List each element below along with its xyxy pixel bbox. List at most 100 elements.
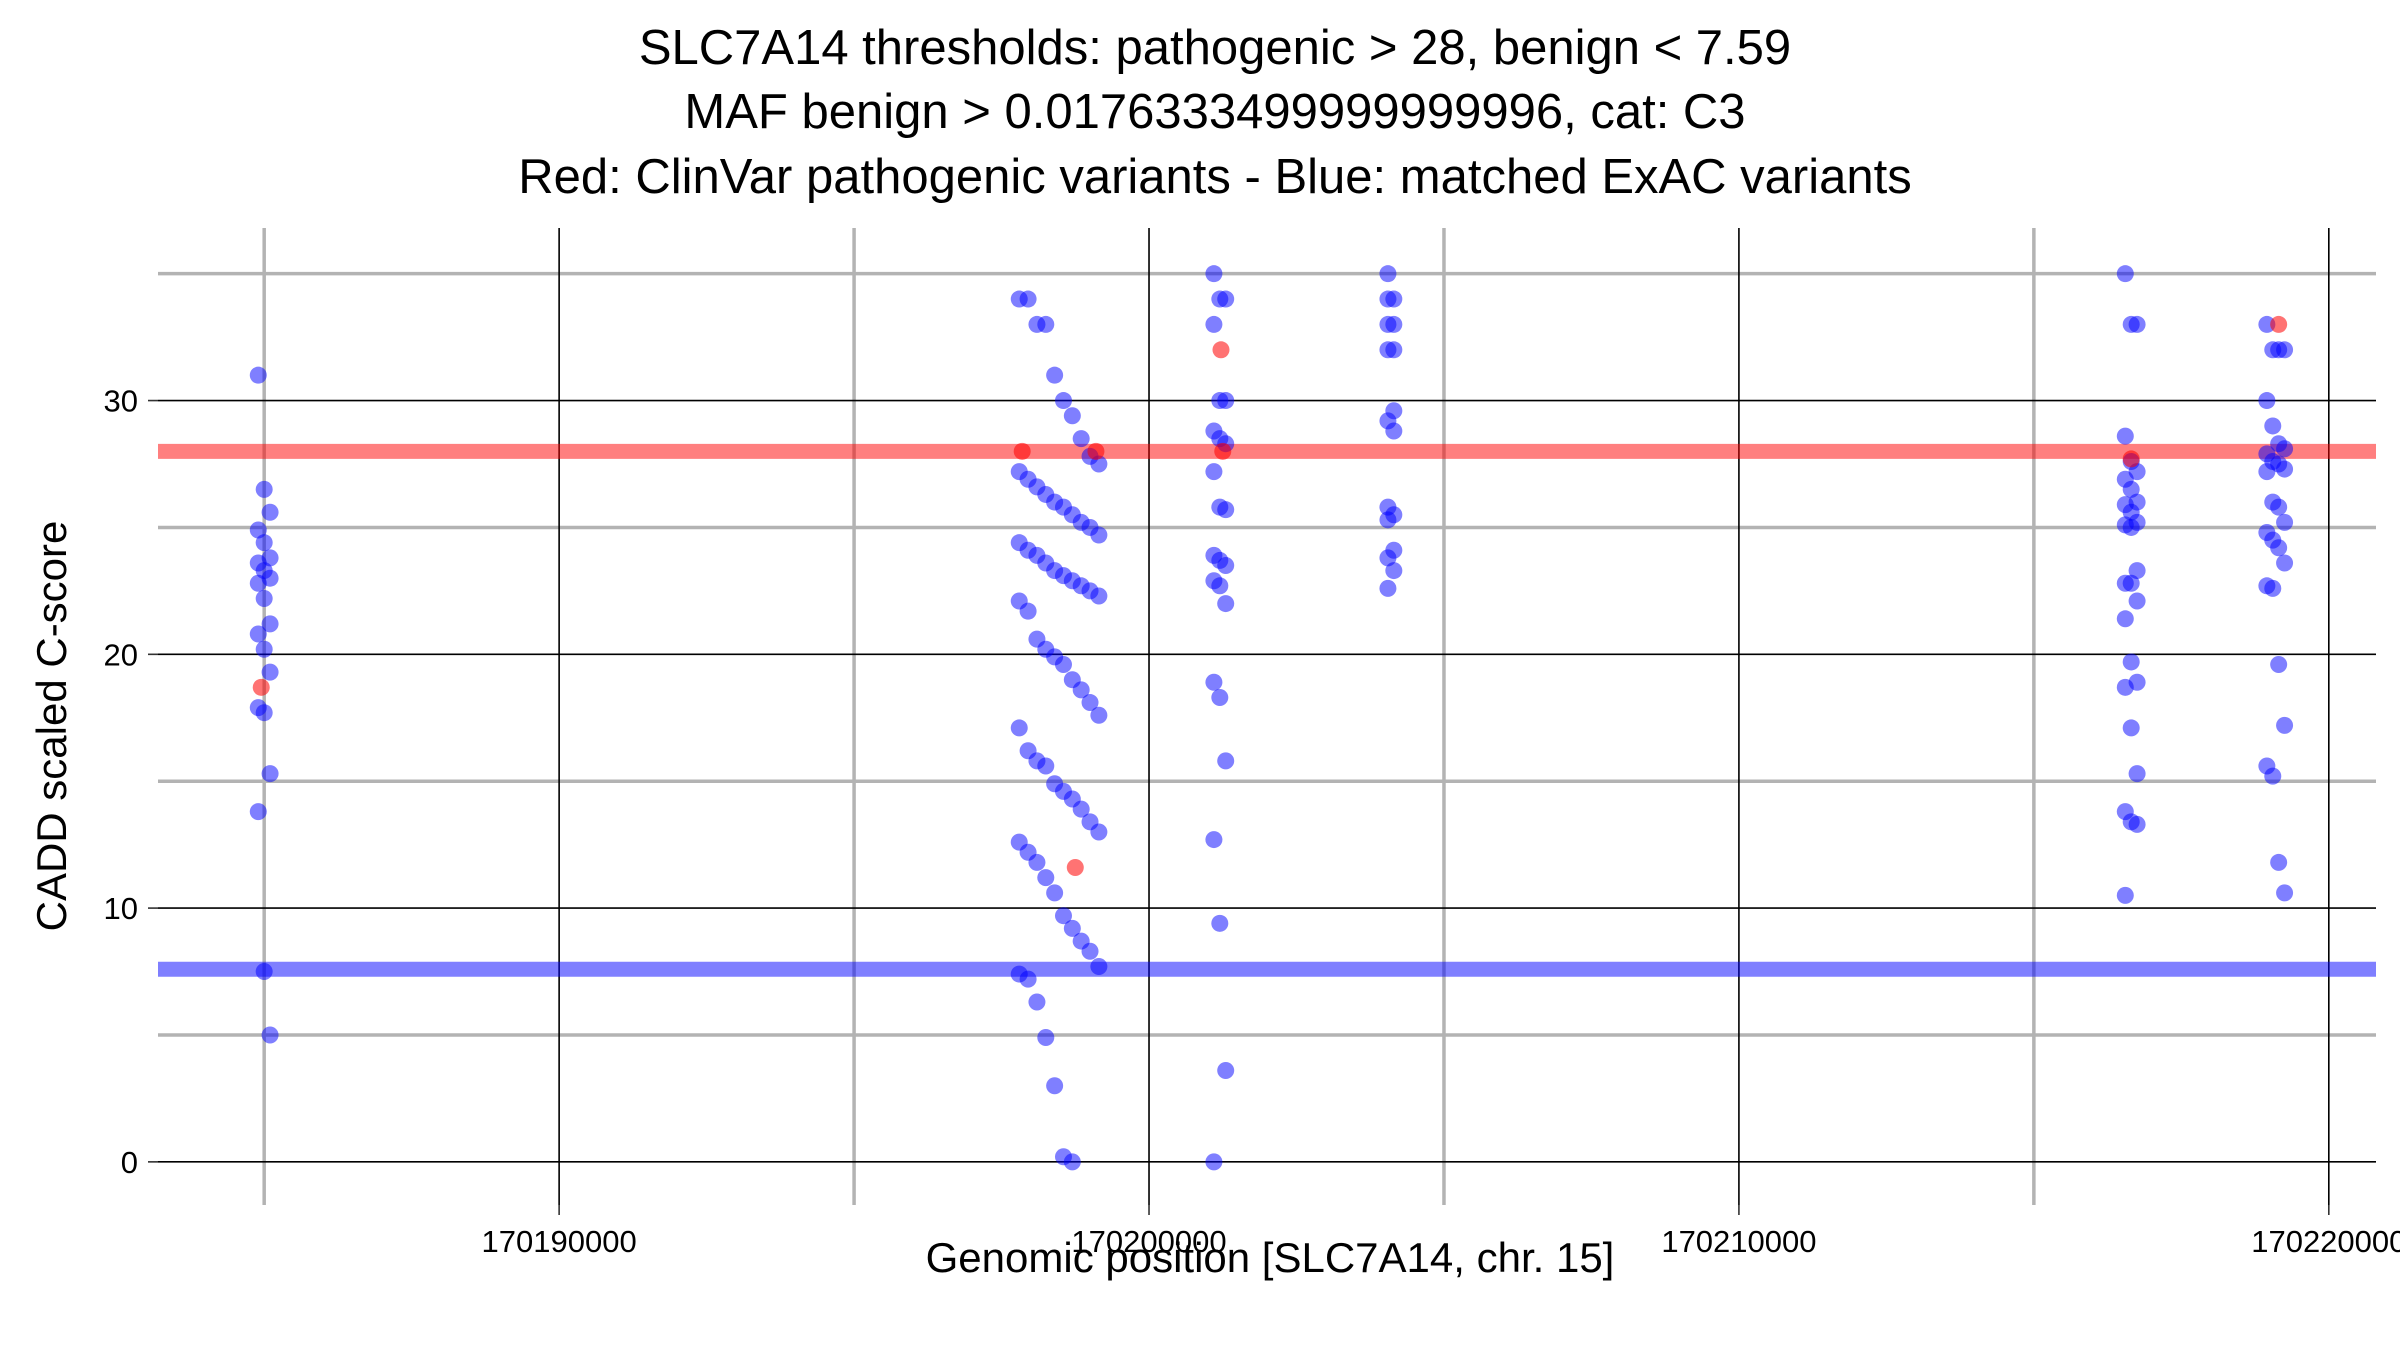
exac-variant-point-132 bbox=[2128, 315, 2146, 333]
y-tick-label-30: 30 bbox=[104, 384, 138, 419]
exac-variant-point-169 bbox=[2276, 460, 2294, 478]
exac-variant-point-148 bbox=[2116, 610, 2134, 628]
exac-variant-point-61 bbox=[1010, 719, 1028, 737]
x-tick-label-170210000: 170210000 bbox=[1661, 1224, 1816, 1259]
exac-variant-point-117 bbox=[1379, 315, 1397, 333]
x-tick-labels: 170190000 170200000 170210000 170220000 bbox=[482, 1205, 2400, 1259]
exac-variant-point-75 bbox=[1046, 884, 1064, 902]
exac-variant-point-24 bbox=[1037, 315, 1055, 333]
exac-variant-point-79 bbox=[1081, 942, 1099, 960]
grid-lines bbox=[158, 228, 2376, 1205]
exac-variant-point-80 bbox=[1090, 957, 1108, 975]
exac-variant-point-129 bbox=[1379, 579, 1397, 597]
exac-variant-point-91 bbox=[1205, 315, 1223, 333]
exac-variant-point-161 bbox=[2276, 341, 2294, 359]
y-axis-title: CADD scaled C-score bbox=[28, 521, 75, 932]
exac-variant-point-50 bbox=[1090, 587, 1108, 605]
exac-variant-point-1 bbox=[255, 480, 273, 498]
exac-variant-point-177 bbox=[2276, 554, 2294, 572]
exac-variant-point-12 bbox=[249, 625, 267, 643]
exac-variant-point-56 bbox=[1054, 655, 1072, 673]
exac-variant-point-111 bbox=[1217, 1062, 1235, 1080]
exac-variant-point-22 bbox=[1019, 290, 1037, 308]
exac-variant-point-70 bbox=[1090, 823, 1108, 841]
exac-variant-point-113 bbox=[1379, 265, 1397, 283]
clinvar-variant-point-1 bbox=[1013, 442, 1031, 460]
exac-variant-point-74 bbox=[1037, 869, 1055, 887]
exac-variant-point-122 bbox=[1385, 422, 1403, 440]
y-tick-label-0: 0 bbox=[121, 1145, 138, 1180]
x-tick-label-170190000: 170190000 bbox=[482, 1224, 637, 1259]
exac-variant-point-13 bbox=[255, 640, 273, 658]
exac-variant-point-104 bbox=[1211, 577, 1229, 595]
y-tick-label-20: 20 bbox=[104, 637, 138, 672]
exac-variant-point-102 bbox=[1217, 557, 1235, 575]
exac-variant-point-19 bbox=[255, 963, 273, 981]
exac-variant-point-127 bbox=[1379, 549, 1397, 567]
exac-variant-point-176 bbox=[2270, 539, 2288, 557]
exac-variant-point-107 bbox=[1211, 688, 1229, 706]
exac-variant-point-99 bbox=[1217, 501, 1235, 519]
exac-variant-point-149 bbox=[2122, 653, 2140, 671]
exac-variant-point-84 bbox=[1037, 1029, 1055, 1047]
chart-title: SLC7A14 thresholds: pathogenic > 28, ben… bbox=[518, 21, 1912, 204]
clinvar-variant-point-5 bbox=[1214, 442, 1232, 460]
exac-variant-point-106 bbox=[1205, 673, 1223, 691]
title-line-3: Red: ClinVar pathogenic variants - Blue:… bbox=[518, 150, 1912, 204]
exac-variant-point-40 bbox=[1090, 526, 1108, 544]
exac-variant-point-87 bbox=[1063, 1153, 1081, 1171]
exac-variant-point-157 bbox=[2116, 886, 2134, 904]
exac-variant-point-109 bbox=[1205, 831, 1223, 849]
exac-variant-point-4 bbox=[255, 534, 273, 552]
clinvar-variant-point-0 bbox=[252, 678, 270, 696]
exac-variant-point-172 bbox=[2270, 498, 2288, 516]
exac-variant-point-180 bbox=[2270, 655, 2288, 673]
exac-variant-point-147 bbox=[2128, 592, 2146, 610]
exac-variant-point-28 bbox=[1072, 430, 1090, 448]
exac-variant-point-93 bbox=[1217, 392, 1235, 410]
exac-variant-point-181 bbox=[2276, 716, 2294, 734]
data-points bbox=[249, 265, 2294, 1171]
exac-variant-point-60 bbox=[1090, 706, 1108, 724]
exac-variant-point-25 bbox=[1046, 366, 1064, 384]
exac-variant-point-146 bbox=[2122, 574, 2140, 592]
exac-variant-point-137 bbox=[2122, 480, 2140, 498]
exac-variant-point-170 bbox=[2258, 463, 2276, 481]
exac-variant-point-163 bbox=[2264, 417, 2282, 435]
exac-variant-point-184 bbox=[2270, 853, 2288, 871]
exac-variant-point-73 bbox=[1028, 853, 1046, 871]
exac-variant-point-16 bbox=[255, 704, 273, 722]
exac-variant-point-162 bbox=[2258, 392, 2276, 410]
exac-variant-point-83 bbox=[1028, 993, 1046, 1011]
exac-variant-point-165 bbox=[2276, 440, 2294, 458]
exac-variant-point-59 bbox=[1081, 694, 1099, 712]
exac-variant-point-115 bbox=[1379, 290, 1397, 308]
exac-variant-point-90 bbox=[1217, 290, 1235, 308]
clinvar-variant-point-6 bbox=[2122, 450, 2140, 468]
exac-variant-point-185 bbox=[2276, 884, 2294, 902]
title-line-1: SLC7A14 thresholds: pathogenic > 28, ben… bbox=[639, 21, 1791, 75]
exac-variant-point-156 bbox=[2128, 815, 2146, 833]
exac-variant-point-108 bbox=[1217, 752, 1235, 770]
clinvar-variant-point-2 bbox=[1066, 858, 1084, 876]
y-tick-labels: 0 10 20 30 bbox=[104, 384, 158, 1180]
exac-variant-point-76 bbox=[1054, 907, 1072, 925]
clinvar-variant-point-4 bbox=[1212, 341, 1230, 359]
exac-variant-point-18 bbox=[249, 803, 267, 821]
exac-variant-point-97 bbox=[1205, 463, 1223, 481]
title-line-2: MAF benign > 0.0176333499999999996, cat:… bbox=[684, 85, 1745, 139]
exac-variant-point-10 bbox=[255, 589, 273, 607]
exac-variant-point-110 bbox=[1211, 914, 1229, 932]
exac-variant-point-64 bbox=[1037, 757, 1055, 775]
clinvar-variant-point-3 bbox=[1087, 442, 1105, 460]
exac-variant-point-77 bbox=[1063, 919, 1081, 937]
exac-variant-point-68 bbox=[1072, 800, 1090, 818]
x-tick-label-170200000: 170200000 bbox=[1071, 1224, 1226, 1259]
exac-variant-point-173 bbox=[2276, 513, 2294, 531]
exac-variant-point-143 bbox=[2122, 518, 2140, 536]
exac-variant-point-14 bbox=[261, 663, 279, 681]
exac-variant-point-20 bbox=[261, 1026, 279, 1044]
x-axis-title: Genomic position [SLC7A14, chr. 15] bbox=[926, 1234, 1615, 1281]
exac-variant-point-0 bbox=[249, 366, 267, 384]
